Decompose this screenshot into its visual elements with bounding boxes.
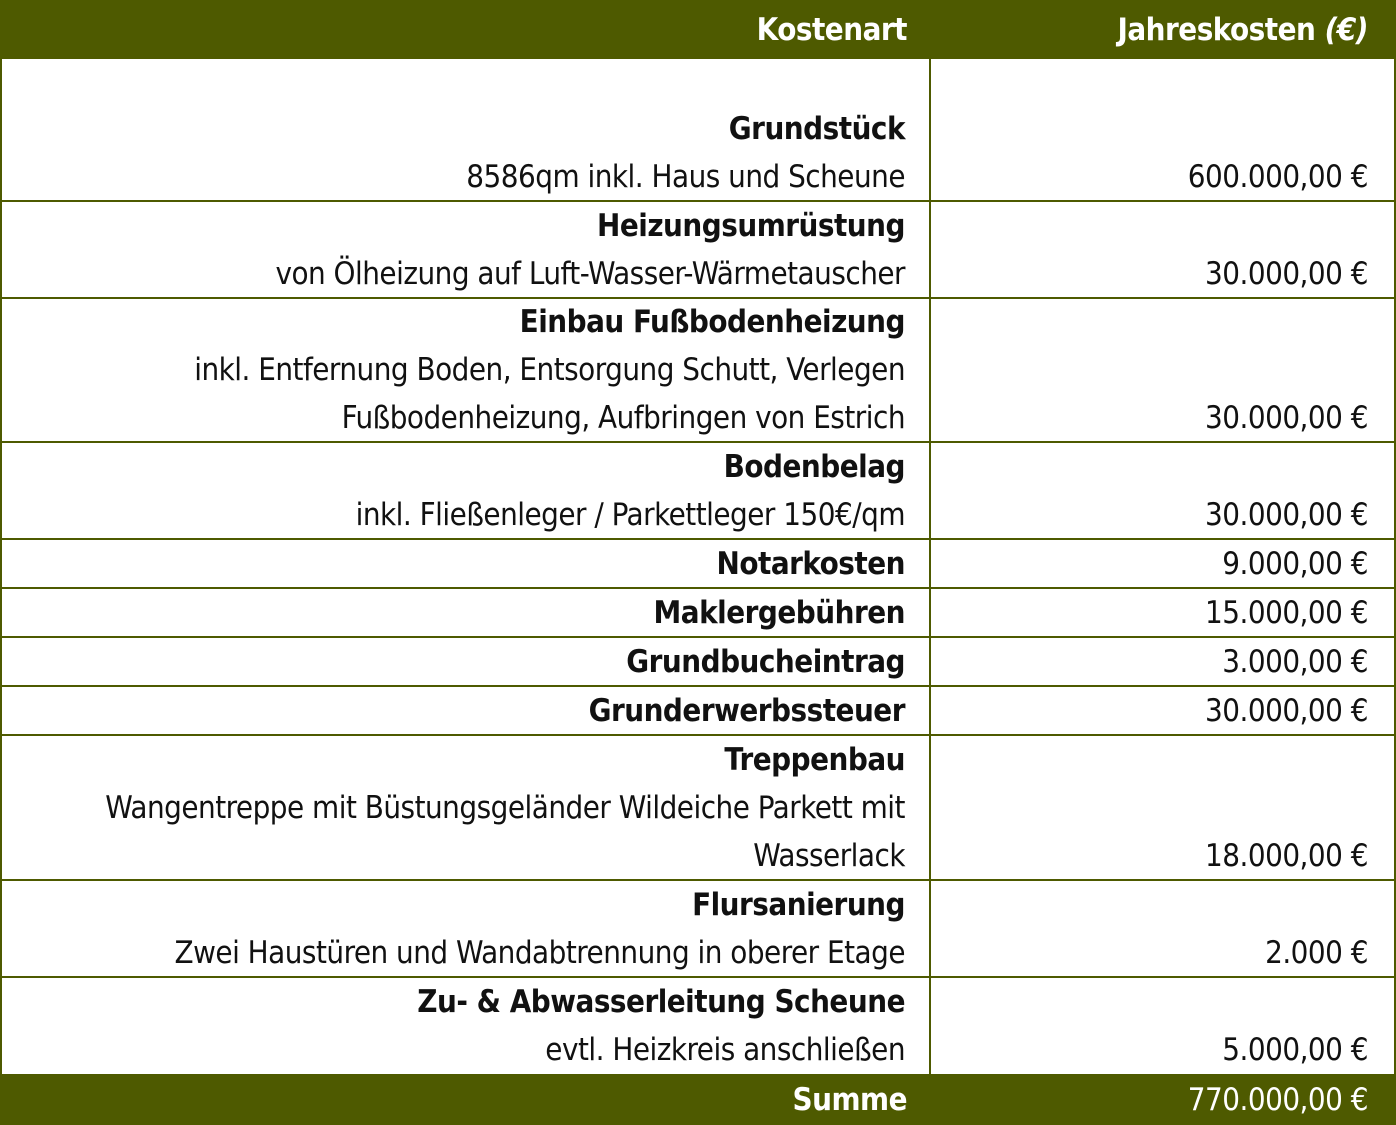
annual-cost-cell: 2.000 € [931, 880, 1396, 977]
cost-type-cell: Grundbucheintrag [0, 637, 931, 686]
annual-cost-value: 15.000,00 € [1205, 594, 1369, 631]
cost-type-cell: Treppenbau Wangentreppe mit Büstungsgelän… [0, 735, 931, 880]
sum-label-cell: Summe [0, 1074, 931, 1125]
annual-cost-value: 5.000,00 € [1222, 1032, 1368, 1068]
annual-cost-value: 30.000,00 € [1205, 256, 1369, 292]
annual-cost-cell: 30.000,00 € [931, 686, 1396, 735]
cost-type-cell: Maklergebühren [0, 588, 931, 637]
header-cost-type: Kostenart [0, 0, 931, 59]
cost-type-title: Grundbucheintrag [626, 643, 905, 680]
cost-type-cell: Bodenbelag inkl. Fließenleger / Parkettle… [0, 442, 931, 539]
cost-type-title: Bodenbelag [723, 449, 906, 485]
table-row: Flursanierung Zwei Haustüren und Wandabtr… [0, 880, 1396, 977]
header-annual-cost: Jahreskosten (€) [931, 0, 1396, 59]
cost-type-cell: Grundstück 8586qm inkl. Haus und Scheune [0, 59, 931, 201]
row-divider [0, 538, 1396, 540]
cost-type-title: Zu- & Abwasserleitung Scheune [417, 984, 905, 1020]
header-cost-type-label: Kostenart [756, 11, 908, 48]
table-row: Treppenbau Wangentreppe mit Büstungsgelän… [0, 735, 1396, 880]
cost-type-cell: Notarkosten [0, 539, 931, 588]
cost-type-cell: Zu- & Abwasserleitung Scheune evtl. Heizk… [0, 977, 931, 1074]
header-annual-cost-text: Jahreskosten [1117, 11, 1316, 48]
row-divider [0, 200, 1396, 202]
cost-type-description: evtl. Heizkreis anschließen [545, 1032, 905, 1068]
cost-type-cell: Grunderwerbssteuer [0, 686, 931, 735]
cost-type-cell: Flursanierung Zwei Haustüren und Wandabtr… [0, 880, 931, 977]
cost-type-title: Flursanierung [692, 887, 905, 923]
cost-type-description: Fußbodenheizung, Aufbringen von Estrich [341, 400, 906, 436]
table-row: Heizungsumrüstung von Ölheizung auf Luft-… [0, 201, 1396, 298]
cost-type-description: 8586qm inkl. Haus und Scheune [466, 159, 905, 195]
annual-cost-cell: 3.000,00 € [931, 637, 1396, 686]
annual-cost-cell: 5.000,00 € [931, 977, 1396, 1074]
table-header: Kostenart Jahreskosten (€) [0, 0, 1396, 59]
cost-type-title: Grundstück [728, 111, 906, 147]
annual-cost-cell: 18.000,00 € [931, 735, 1396, 880]
row-divider [0, 441, 1396, 443]
annual-cost-cell: 30.000,00 € [931, 442, 1396, 539]
annual-cost-cell: 30.000,00 € [931, 298, 1396, 442]
annual-cost-cell: 15.000,00 € [931, 588, 1396, 637]
sum-label: Summe [792, 1081, 908, 1118]
cost-type-cell: Heizungsumrüstung von Ölheizung auf Luft-… [0, 201, 931, 298]
table-row: Notarkosten 9.000,00 € [0, 539, 1396, 588]
cost-type-title: Heizungsumrüstung [597, 208, 906, 244]
header-annual-cost-label: Jahreskosten (€) [931, 6, 1368, 54]
table-row: Grundstück 8586qm inkl. Haus und Scheune 6… [0, 59, 1396, 201]
row-divider [0, 587, 1396, 589]
annual-cost-value: 9.000,00 € [1222, 545, 1368, 582]
annual-cost-cell: 30.000,00 € [931, 201, 1396, 298]
annual-cost-value: 30.000,00 € [1205, 497, 1369, 533]
annual-cost-value: 2.000 € [1265, 935, 1368, 971]
cost-type-description: Zwei Haustüren und Wandabtrennung in obe… [174, 935, 906, 971]
annual-cost-value: 30.000,00 € [1205, 400, 1369, 436]
cost-type-title: Einbau Fußbodenheizung [519, 304, 906, 340]
annual-cost-value: 3.000,00 € [1222, 643, 1368, 680]
table-row: Bodenbelag inkl. Fließenleger / Parkettle… [0, 442, 1396, 539]
table-footer-sum: Summe 770.000,00 € [0, 1074, 1396, 1125]
sum-value-cell: 770.000,00 € [931, 1074, 1396, 1125]
annual-cost-value: 30.000,00 € [1205, 692, 1369, 729]
cost-type-title: Grunderwerbssteuer [588, 692, 906, 729]
annual-cost-value: 600.000,00 € [1187, 159, 1369, 195]
cost-type-description: inkl. Entfernung Boden, Entsorgung Schut… [194, 352, 905, 388]
cost-type-description: Wasserlack [753, 838, 905, 874]
table-row: Einbau Fußbodenheizung inkl. Entfernung B… [0, 298, 1396, 442]
header-unit: (€) [1324, 11, 1369, 48]
row-divider [0, 297, 1396, 299]
cost-type-cell: Einbau Fußbodenheizung inkl. Entfernung B… [0, 298, 931, 442]
sum-value: 770.000,00 € [1187, 1081, 1369, 1118]
row-divider [0, 734, 1396, 736]
cost-type-title: Notarkosten [716, 545, 905, 582]
table-row: Grundbucheintrag 3.000,00 € [0, 637, 1396, 686]
cost-type-description: Wangentreppe mit Büstungsgeländer Wildei… [105, 790, 905, 826]
row-divider [0, 685, 1396, 687]
cost-type-title: Treppenbau [724, 742, 905, 778]
cost-type-description: inkl. Fließenleger / Parkettleger 150€/q… [355, 497, 906, 533]
cost-type-title: Maklergebühren [653, 594, 906, 631]
table-row: Grunderwerbssteuer 30.000,00 € [0, 686, 1396, 735]
table-row: Zu- & Abwasserleitung Scheune evtl. Heizk… [0, 977, 1396, 1074]
row-divider [0, 636, 1396, 638]
row-divider [0, 976, 1396, 978]
annual-cost-cell: 9.000,00 € [931, 539, 1396, 588]
annual-cost-value: 18.000,00 € [1205, 838, 1369, 874]
row-divider [0, 879, 1396, 881]
annual-cost-cell: 600.000,00 € [931, 59, 1396, 201]
cost-type-description: von Ölheizung auf Luft-Wasser-Wärmetausc… [275, 256, 905, 292]
table-row: Maklergebühren 15.000,00 € [0, 588, 1396, 637]
